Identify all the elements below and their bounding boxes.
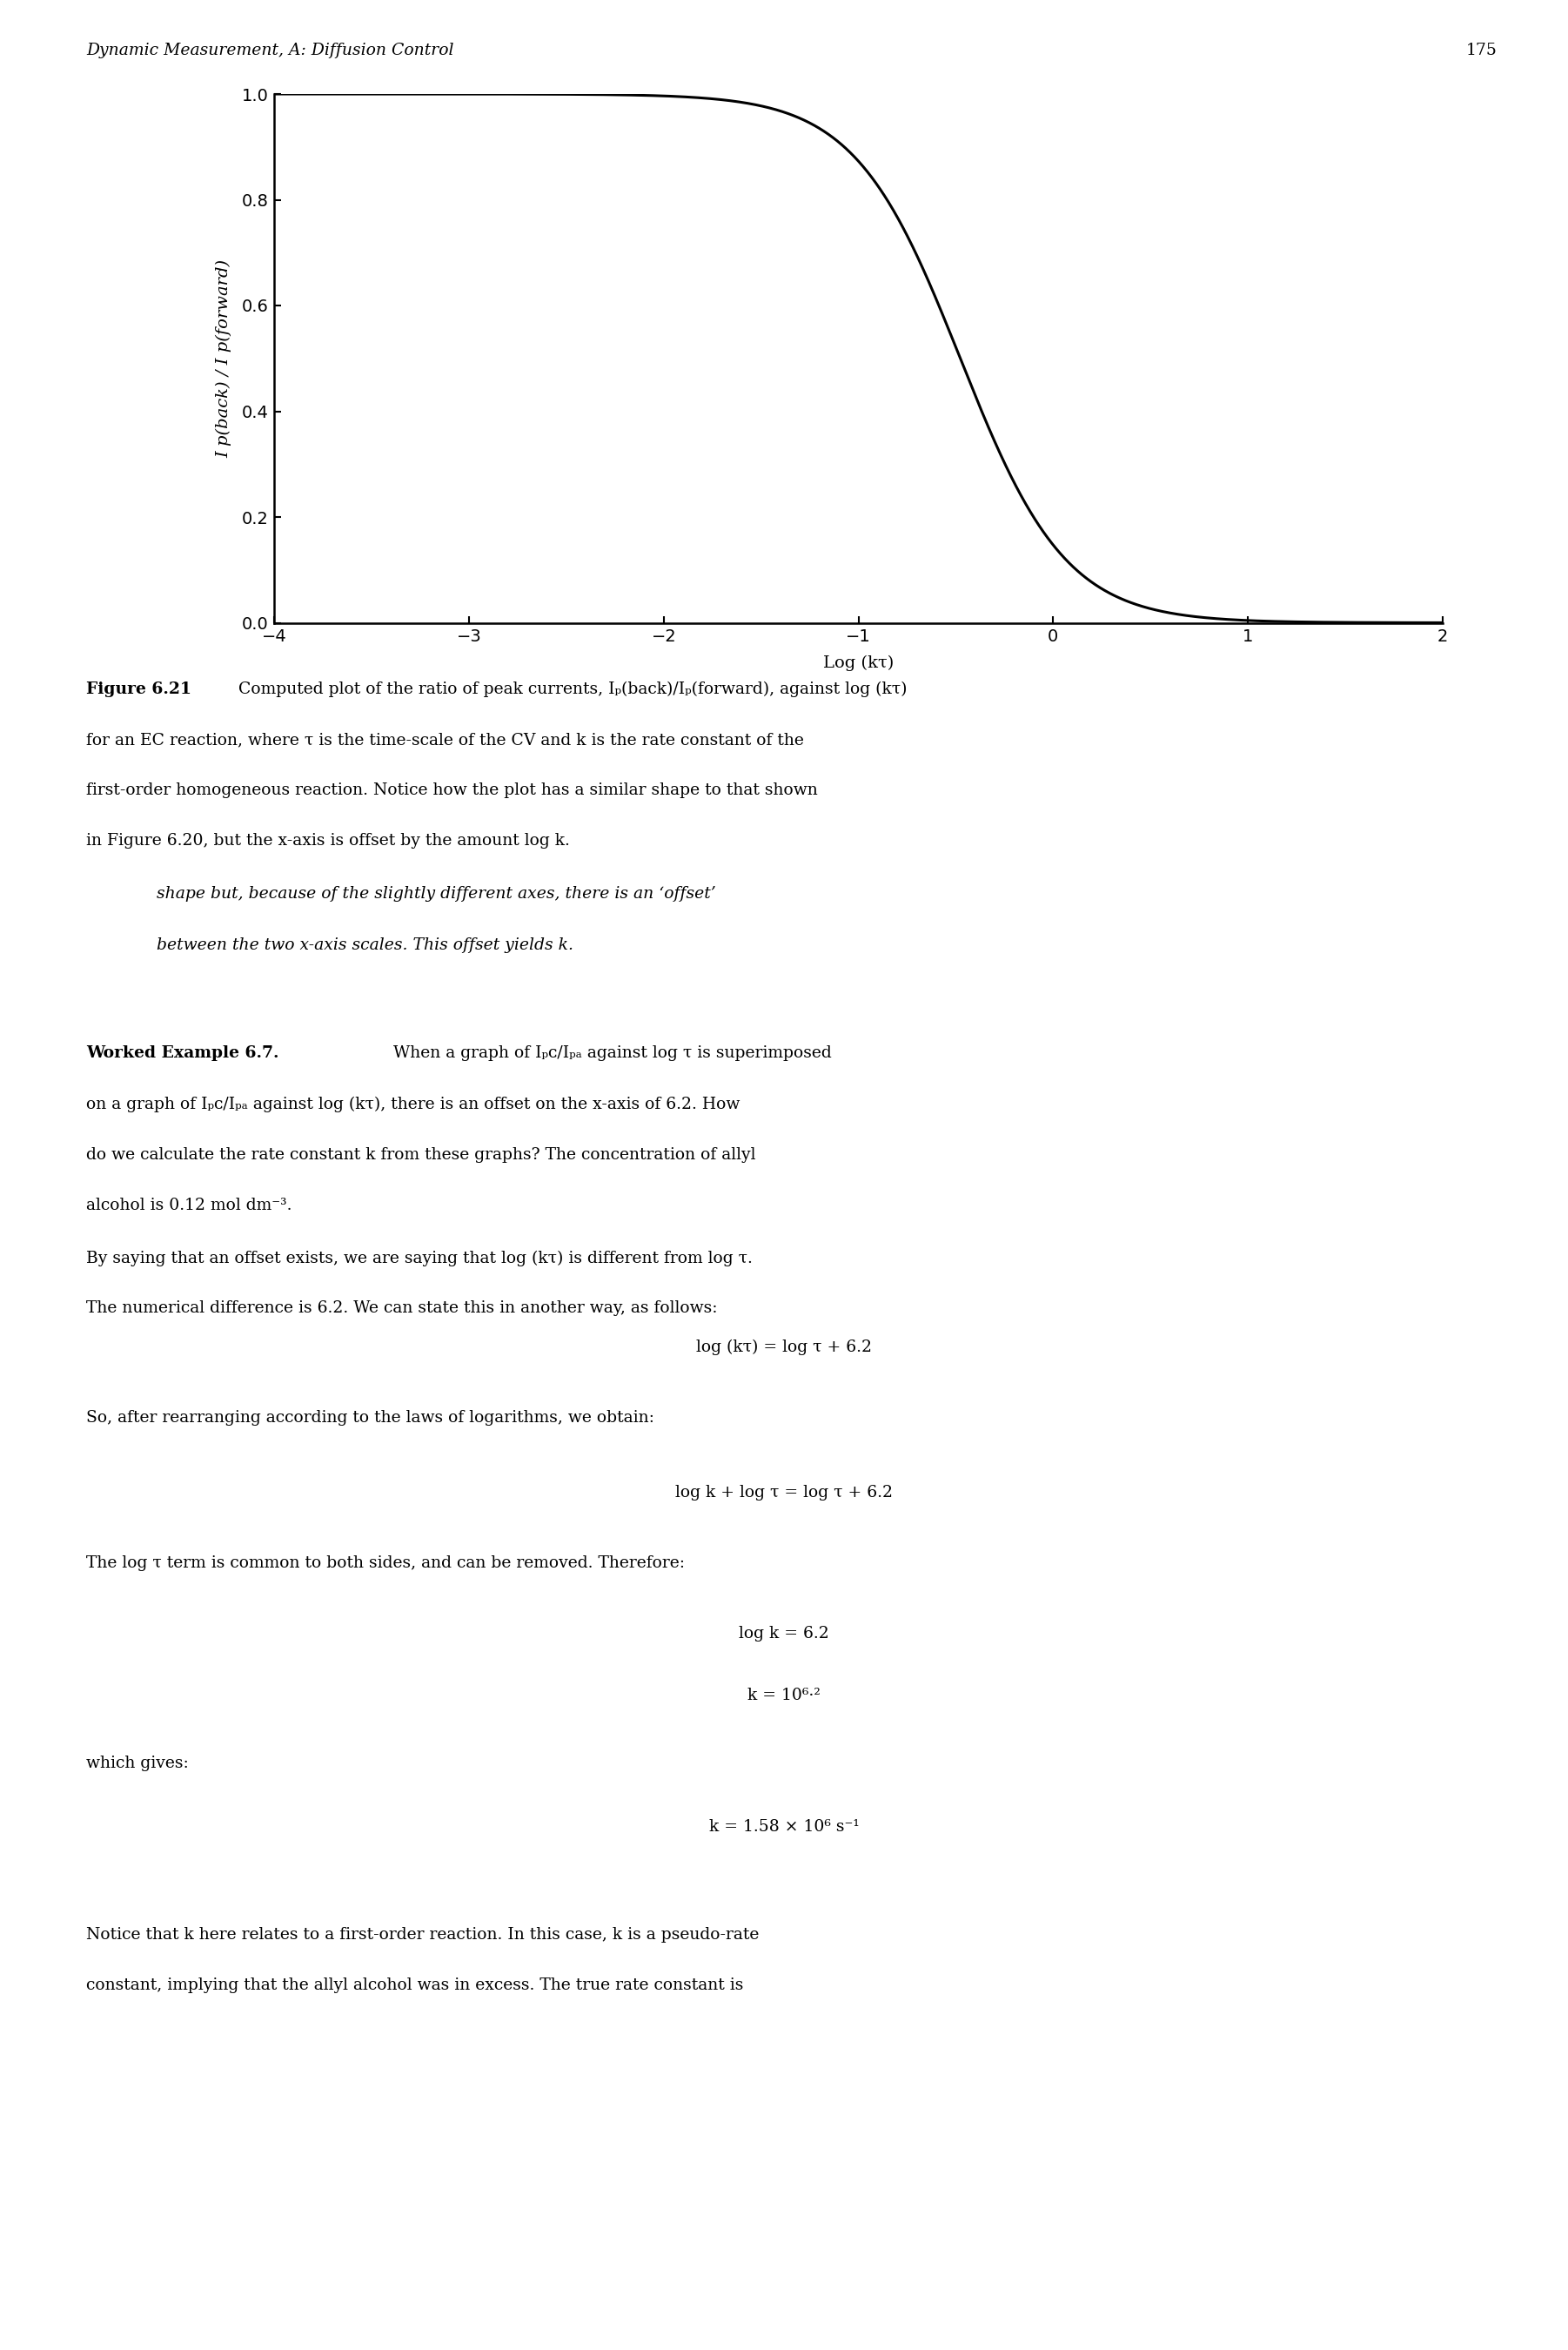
- Text: alcohol is 0.12 mol dm⁻³.: alcohol is 0.12 mol dm⁻³.: [86, 1196, 292, 1213]
- Text: between the two x-axis scales. This offset yields k.: between the two x-axis scales. This offs…: [157, 938, 574, 954]
- Text: Dynamic Measurement, A: Diffusion Control: Dynamic Measurement, A: Diffusion Contro…: [86, 42, 453, 59]
- Text: 175: 175: [1466, 42, 1497, 59]
- Text: k = 10⁶·²: k = 10⁶·²: [748, 1687, 820, 1704]
- Text: first-order homogeneous reaction. Notice how the plot has a similar shape to tha: first-order homogeneous reaction. Notice…: [86, 783, 818, 799]
- Text: on a graph of Iₚᴄ/Iₚₐ against log (kτ), there is an offset on the x-axis of 6.2.: on a graph of Iₚᴄ/Iₚₐ against log (kτ), …: [86, 1095, 740, 1112]
- Text: log k = 6.2: log k = 6.2: [739, 1626, 829, 1643]
- Text: constant, implying that the allyl alcohol was in excess. The true rate constant : constant, implying that the allyl alcoho…: [86, 1979, 743, 1993]
- Text: The numerical difference is 6.2. We can state this in another way, as follows:: The numerical difference is 6.2. We can …: [86, 1302, 718, 1316]
- Text: Computed plot of the ratio of peak currents, Iₚ(back)/Iₚ(forward), against log (: Computed plot of the ratio of peak curre…: [238, 682, 906, 698]
- Text: do we calculate the rate constant k from these graphs? The concentration of ally: do we calculate the rate constant k from…: [86, 1147, 756, 1163]
- Text: k = 1.58 × 10⁶ s⁻¹: k = 1.58 × 10⁶ s⁻¹: [709, 1819, 859, 1835]
- Text: Figure 6.21: Figure 6.21: [86, 682, 191, 698]
- Text: which gives:: which gives:: [86, 1755, 188, 1772]
- Text: in Figure 6.20, but the x-axis is offset by the amount log k.: in Figure 6.20, but the x-axis is offset…: [86, 834, 569, 848]
- Y-axis label: I p(back) / I p(forward): I p(back) / I p(forward): [216, 258, 232, 458]
- Text: log k + log τ = log τ + 6.2: log k + log τ = log τ + 6.2: [676, 1485, 892, 1502]
- Text: Worked Example 6.7.: Worked Example 6.7.: [86, 1046, 279, 1062]
- Text: By saying that an offset exists, we are saying that log (kτ) is different from l: By saying that an offset exists, we are …: [86, 1250, 753, 1267]
- Text: So, after rearranging according to the laws of logarithms, we obtain:: So, after rearranging according to the l…: [86, 1410, 654, 1426]
- Text: When a graph of Iₚᴄ/Iₚₐ against log τ is superimposed: When a graph of Iₚᴄ/Iₚₐ against log τ is…: [394, 1046, 833, 1062]
- X-axis label: Log (kτ): Log (kτ): [823, 656, 894, 670]
- Text: log (kτ) = log τ + 6.2: log (kτ) = log τ + 6.2: [696, 1339, 872, 1356]
- Text: Notice that k here relates to a first-order reaction. In this case, k is a pseud: Notice that k here relates to a first-or…: [86, 1927, 759, 1943]
- Text: The log τ term is common to both sides, and can be removed. Therefore:: The log τ term is common to both sides, …: [86, 1556, 685, 1572]
- Text: for an EC reaction, where τ is the time-scale of the CV and k is the rate consta: for an EC reaction, where τ is the time-…: [86, 733, 804, 747]
- Text: shape but, because of the slightly different axes, there is an ‘offset’: shape but, because of the slightly diffe…: [157, 886, 717, 902]
